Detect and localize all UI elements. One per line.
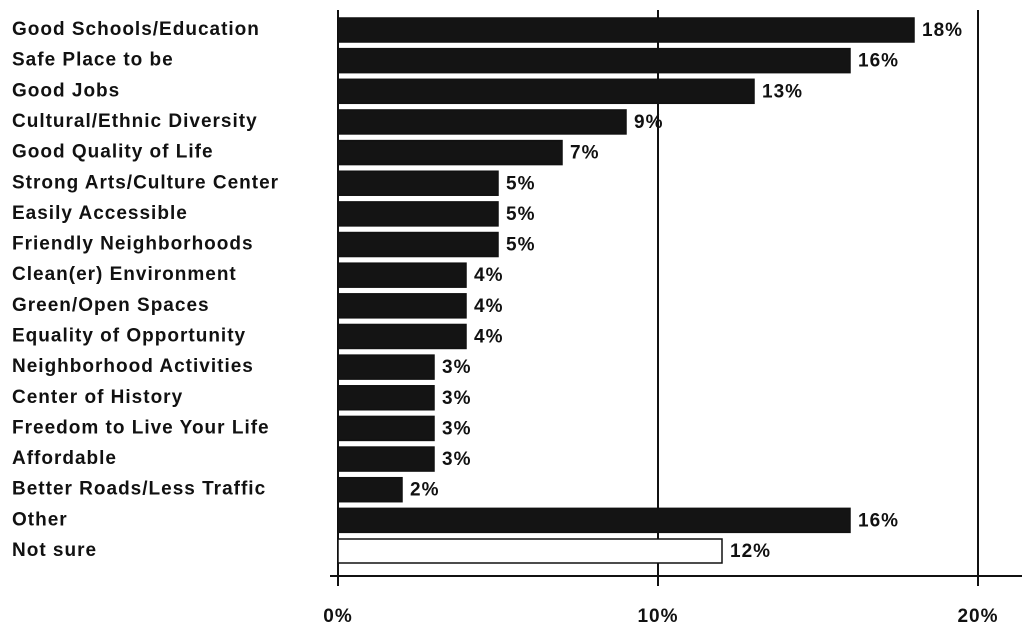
value-label: 16% [858, 51, 899, 72]
bar [337, 476, 403, 503]
value-label: 3% [442, 388, 471, 409]
bar [337, 139, 563, 166]
bar [337, 354, 435, 380]
category-label: Other [12, 509, 68, 530]
value-label: 7% [570, 143, 599, 164]
bar [337, 385, 435, 411]
category-label: Better Roads/Less Traffic [12, 479, 266, 500]
category-label: Easily Accessible [12, 203, 188, 224]
value-label: 12% [730, 541, 771, 562]
value-label: 9% [634, 112, 663, 133]
bar [337, 17, 915, 43]
value-label: 3% [442, 357, 471, 378]
x-tick-label: 0% [323, 606, 352, 627]
x-tick-label: 10% [637, 606, 678, 627]
bar [337, 293, 467, 319]
category-label: Good Jobs [12, 80, 120, 101]
value-label: 2% [410, 480, 439, 501]
category-label: Clean(er) Environment [12, 264, 237, 285]
bar [337, 415, 435, 442]
bar [337, 231, 499, 258]
bar [337, 538, 723, 564]
category-label: Green/Open Spaces [12, 295, 210, 316]
value-label: 5% [506, 235, 535, 256]
value-label: 16% [858, 510, 899, 531]
category-label: Center of History [12, 387, 183, 408]
category-label: Not sure [12, 540, 97, 561]
bar [337, 170, 499, 196]
category-label: Neighborhood Activities [12, 356, 254, 377]
category-label: Good Quality of Life [12, 142, 214, 163]
bar [337, 78, 755, 105]
category-label: Safe Place to be [12, 50, 174, 71]
bar [337, 262, 467, 288]
value-label: 3% [442, 418, 471, 439]
value-label: 5% [506, 204, 535, 225]
category-label: Cultural/Ethnic Diversity [12, 111, 258, 132]
value-label: 4% [474, 296, 503, 317]
value-label: 4% [474, 265, 503, 286]
bar [337, 446, 435, 472]
bar [337, 109, 627, 135]
value-label: 3% [442, 449, 471, 470]
category-label: Strong Arts/Culture Center [12, 172, 279, 193]
x-tick-label: 20% [957, 606, 998, 627]
category-label: Freedom to Live Your Life [12, 417, 270, 438]
value-label: 5% [506, 173, 535, 194]
value-label: 18% [922, 20, 963, 41]
category-label: Affordable [12, 448, 117, 469]
value-label: 4% [474, 326, 503, 347]
bar [337, 47, 851, 74]
category-label: Good Schools/Education [12, 19, 260, 40]
bar [337, 201, 499, 227]
value-label: 13% [762, 81, 803, 102]
category-label: Equality of Opportunity [12, 325, 246, 346]
bar [337, 323, 467, 350]
bar [337, 507, 851, 534]
category-label: Friendly Neighborhoods [12, 234, 254, 255]
